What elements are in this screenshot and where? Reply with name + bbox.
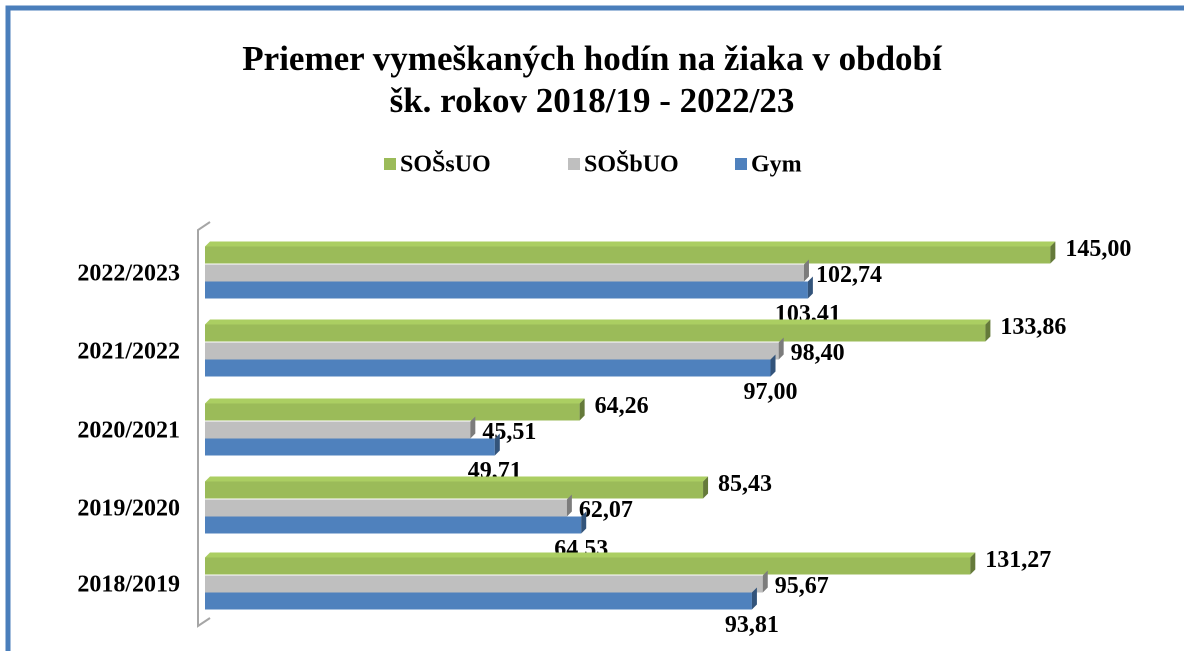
value-label: 131,27 — [985, 547, 1051, 573]
bar — [205, 575, 763, 593]
bar — [205, 264, 804, 282]
bar-top — [205, 398, 585, 404]
bar — [205, 516, 582, 534]
value-label: 64,26 — [595, 393, 649, 419]
bar — [205, 481, 704, 499]
value-label: 85,43 — [718, 471, 772, 497]
bar — [205, 499, 567, 517]
bar-side — [762, 570, 768, 593]
bar — [205, 281, 808, 299]
chart-title: šk. rokov 2018/19 - 2022/23 — [390, 81, 795, 120]
bar-side — [470, 416, 476, 439]
bar — [205, 557, 971, 575]
bar-side — [703, 476, 709, 499]
bar-side — [778, 337, 784, 360]
value-label: 145,00 — [1065, 236, 1131, 262]
bar-side — [494, 433, 500, 456]
bar-top — [205, 552, 976, 558]
legend-swatch — [735, 158, 747, 170]
y-tick-label: 2019/2020 — [77, 496, 180, 522]
bar — [205, 421, 471, 439]
legend-swatch — [568, 158, 580, 170]
bar — [205, 324, 986, 342]
value-label: 93,81 — [725, 612, 779, 638]
legend-label: SOŠbUO — [584, 151, 679, 178]
bar-side — [566, 494, 572, 517]
plot-wall — [197, 221, 211, 628]
value-label: 133,86 — [1000, 314, 1066, 340]
bar-side — [581, 511, 587, 534]
bar — [205, 359, 771, 377]
value-label: 102,74 — [816, 262, 882, 288]
y-tick-label: 2018/2019 — [77, 572, 180, 598]
bar-side — [770, 354, 776, 377]
bar — [205, 592, 752, 610]
bar — [205, 438, 495, 456]
bar-side — [1050, 241, 1056, 264]
bar-side — [985, 319, 991, 342]
bar-side — [807, 276, 813, 299]
bar-top — [205, 476, 709, 482]
value-label: 97,00 — [744, 379, 798, 405]
bar — [205, 342, 779, 360]
legend-swatch — [384, 158, 396, 170]
value-label: 95,67 — [775, 573, 829, 599]
chart-title: Priemer vymeškaných hodín na žiaka v obd… — [242, 39, 943, 78]
y-tick-label: 2022/2023 — [77, 261, 180, 287]
value-label: 62,07 — [579, 497, 633, 523]
legend-label: Gym — [751, 152, 802, 178]
y-tick-label: 2021/2022 — [77, 339, 180, 365]
bar — [205, 246, 1051, 264]
bar-top — [205, 241, 1056, 247]
bar — [205, 403, 580, 421]
y-tick-label: 2020/2021 — [77, 418, 180, 444]
value-label: 98,40 — [791, 340, 845, 366]
legend-label: SOŠsUO — [400, 151, 491, 178]
bar-side — [751, 587, 757, 610]
bar-side — [579, 398, 585, 421]
bar-side — [970, 552, 976, 575]
bar-top — [205, 319, 991, 325]
bar-side — [803, 259, 809, 282]
